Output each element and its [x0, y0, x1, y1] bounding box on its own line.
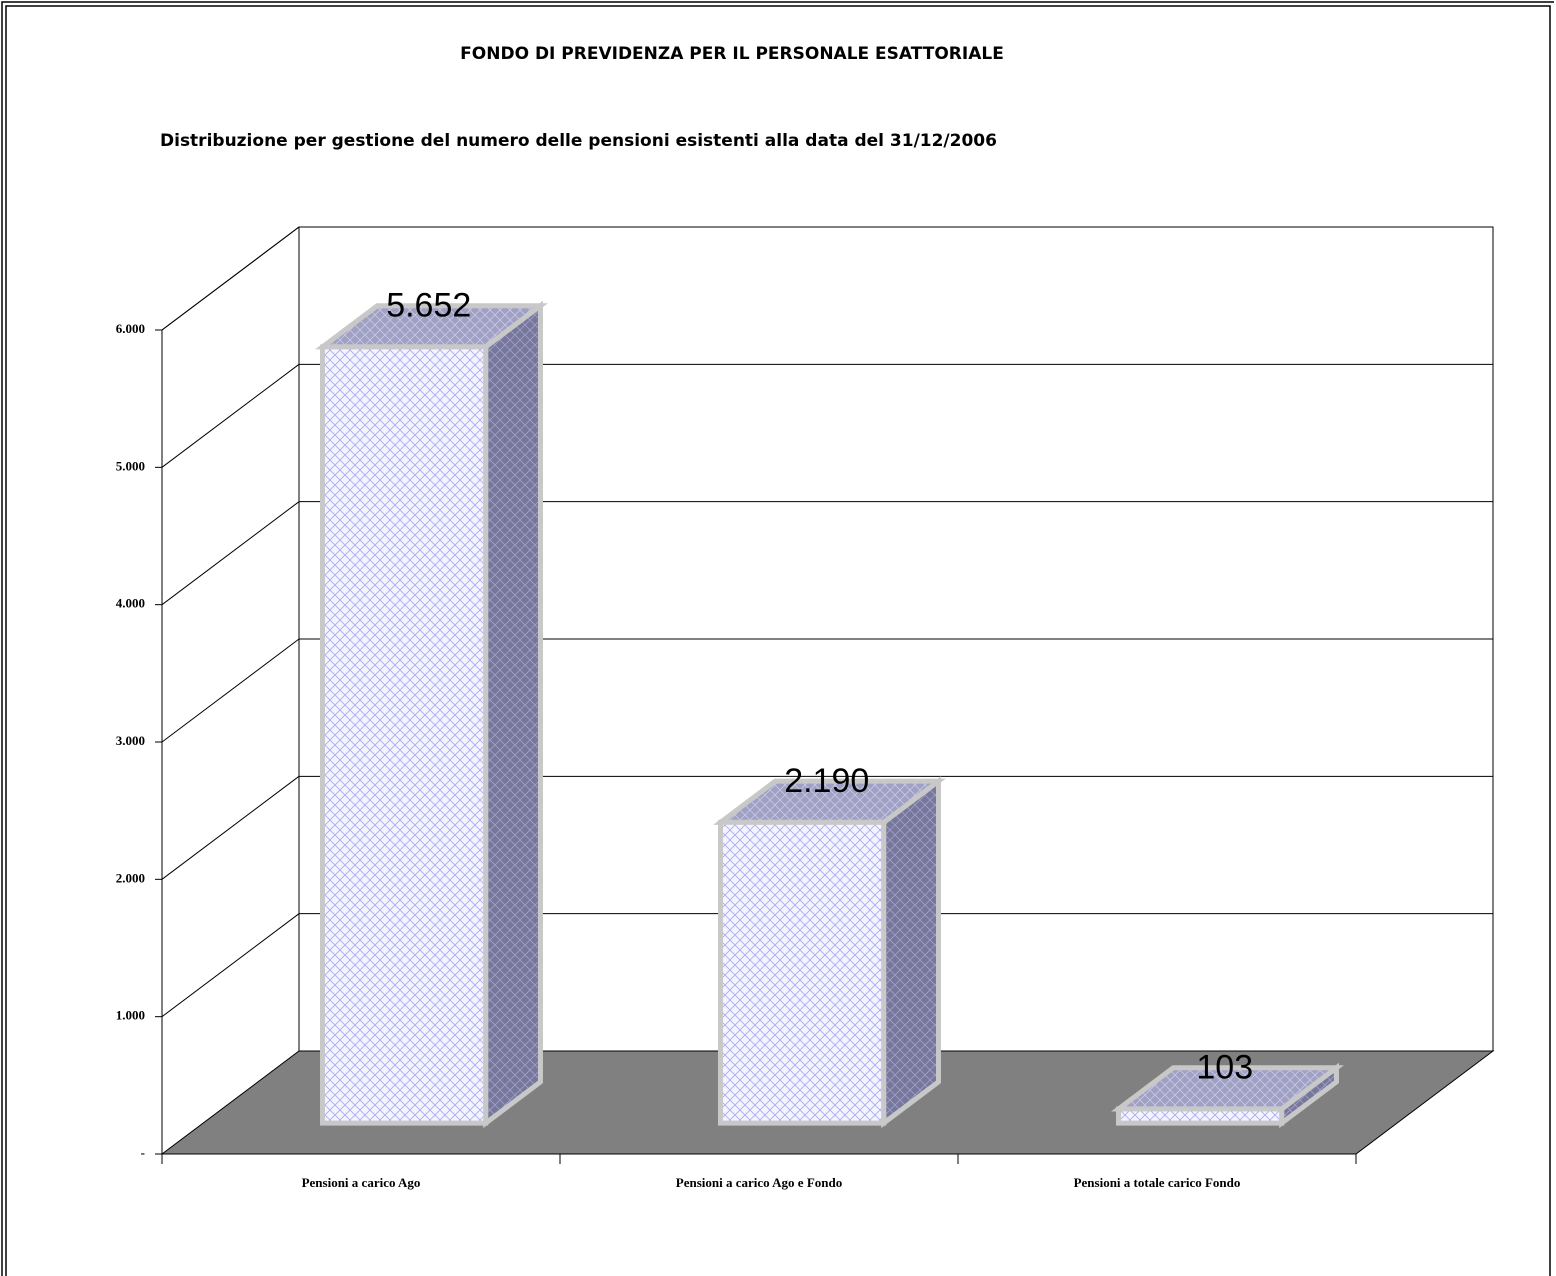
bar-side — [483, 300, 543, 1129]
bar — [718, 819, 887, 1126]
value-label: 2.190 — [784, 762, 869, 800]
value-label: 103 — [1196, 1049, 1253, 1087]
grid-line — [161, 501, 300, 606]
grid-line — [161, 775, 300, 880]
bar — [1116, 1106, 1285, 1126]
y-tick-label: 5.000 — [116, 458, 145, 473]
bar — [320, 344, 489, 1126]
chart-title: FONDO DI PREVIDENZA PER IL PERSONALE ESA… — [460, 44, 1004, 64]
chart-subtitle: Distribuzione per gestione del numero de… — [160, 131, 997, 151]
x-tick-label: Pensioni a totale carico Fondo — [1074, 1175, 1241, 1190]
grid-line — [161, 226, 300, 331]
y-tick-label: - — [141, 1145, 145, 1160]
y-tick-label: 2.000 — [116, 870, 145, 885]
y-tick-label: 6.000 — [116, 321, 145, 336]
bar-side — [881, 776, 941, 1129]
x-tick-label: Pensioni a carico Ago — [302, 1175, 421, 1190]
grid-line — [161, 913, 300, 1018]
y-tick-label: 1.000 — [116, 1008, 145, 1023]
grid-line — [161, 638, 300, 743]
x-tick-label: Pensioni a carico Ago e Fondo — [676, 1175, 842, 1190]
value-label: 5.652 — [386, 287, 471, 325]
y-tick-label: 3.000 — [116, 733, 145, 748]
grid-line — [161, 363, 300, 468]
y-tick-label: 4.000 — [116, 596, 145, 611]
